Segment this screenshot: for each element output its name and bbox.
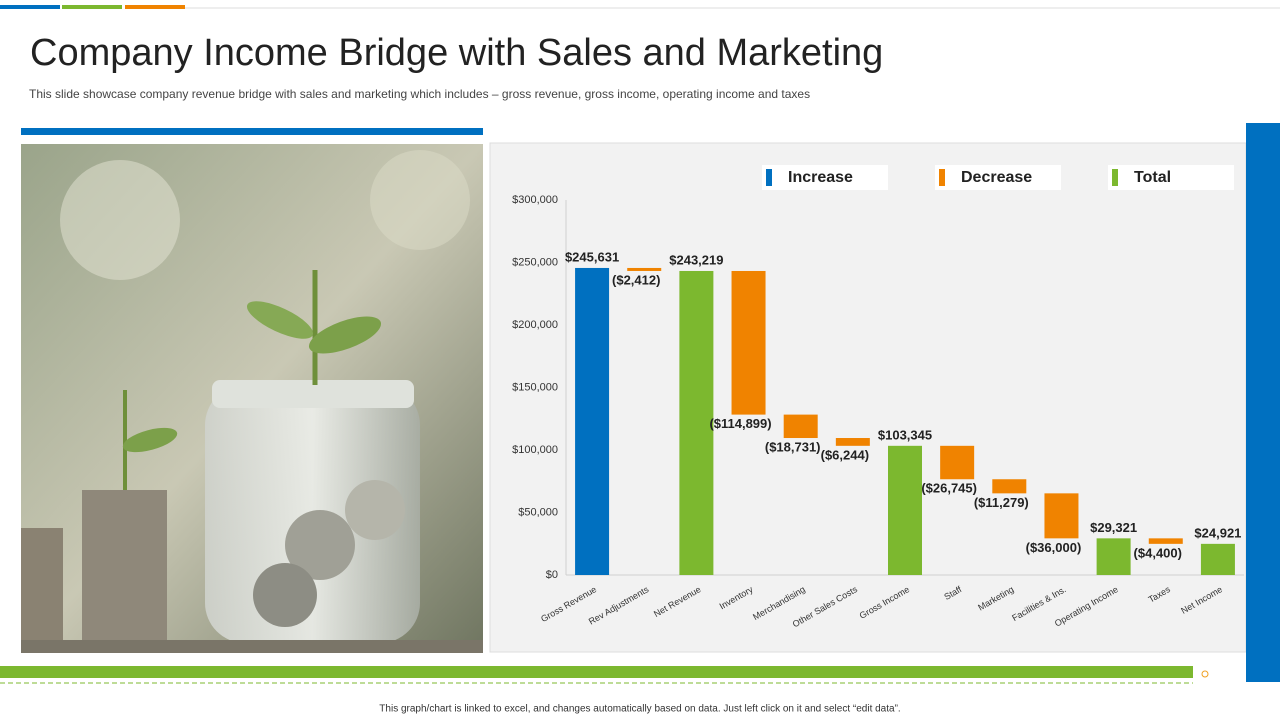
legend-box — [1108, 165, 1234, 190]
data-label: $29,321 — [1090, 520, 1137, 535]
data-label: $245,631 — [565, 249, 619, 264]
bar — [888, 445, 922, 575]
legend-swatch — [766, 169, 772, 186]
deco — [0, 666, 1193, 678]
bar — [1200, 543, 1235, 575]
legend-box — [935, 165, 1061, 190]
data-label: $243,219 — [669, 252, 723, 267]
bar — [992, 479, 1027, 494]
legend-swatch — [1112, 169, 1118, 186]
deco — [0, 5, 60, 9]
data-label: ($11,279) — [974, 495, 1029, 510]
y-tick-label: $300,000 — [512, 194, 558, 206]
y-tick-label: $200,000 — [512, 319, 558, 331]
data-label: $24,921 — [1194, 525, 1241, 540]
legend-box — [762, 165, 888, 190]
deco — [21, 128, 483, 135]
legend-swatch — [939, 169, 945, 186]
bar — [1148, 538, 1183, 544]
bar — [1044, 493, 1079, 539]
deco — [1201, 670, 1209, 678]
bar — [835, 438, 870, 446]
data-label: ($6,244) — [821, 447, 869, 462]
footer: This graph/chart is linked to excel, and… — [379, 704, 900, 715]
bar — [783, 414, 818, 439]
y-tick-label: $150,000 — [512, 381, 558, 393]
deco — [1246, 123, 1280, 682]
slide-subtitle: This slide showcase company revenue brid… — [29, 87, 810, 101]
legend-label: Increase — [788, 169, 853, 186]
y-tick-label: $0 — [546, 569, 558, 581]
bar — [731, 270, 766, 415]
data-label: ($2,412) — [612, 272, 660, 287]
legend-label: Decrease — [961, 169, 1032, 186]
deco — [62, 5, 122, 9]
bar — [940, 445, 975, 480]
y-tick-label: $250,000 — [512, 256, 558, 268]
data-label: ($26,745) — [921, 481, 977, 496]
deco — [125, 5, 185, 9]
data-label: $103,345 — [878, 427, 932, 442]
data-label: ($114,899) — [709, 416, 771, 431]
y-tick-label: $100,000 — [512, 444, 558, 456]
data-label: ($4,400) — [1134, 545, 1182, 560]
data-label: ($36,000) — [1026, 540, 1082, 555]
bar — [627, 267, 662, 271]
bar — [1096, 538, 1131, 575]
data-label: ($18,731) — [765, 439, 821, 454]
photo — [21, 144, 483, 653]
legend-label: Total — [1134, 169, 1171, 186]
bar — [679, 270, 714, 575]
bar — [575, 267, 610, 575]
y-tick-label: $50,000 — [518, 506, 558, 518]
slide-title: Company Income Bridge with Sales and Mar… — [30, 32, 883, 74]
